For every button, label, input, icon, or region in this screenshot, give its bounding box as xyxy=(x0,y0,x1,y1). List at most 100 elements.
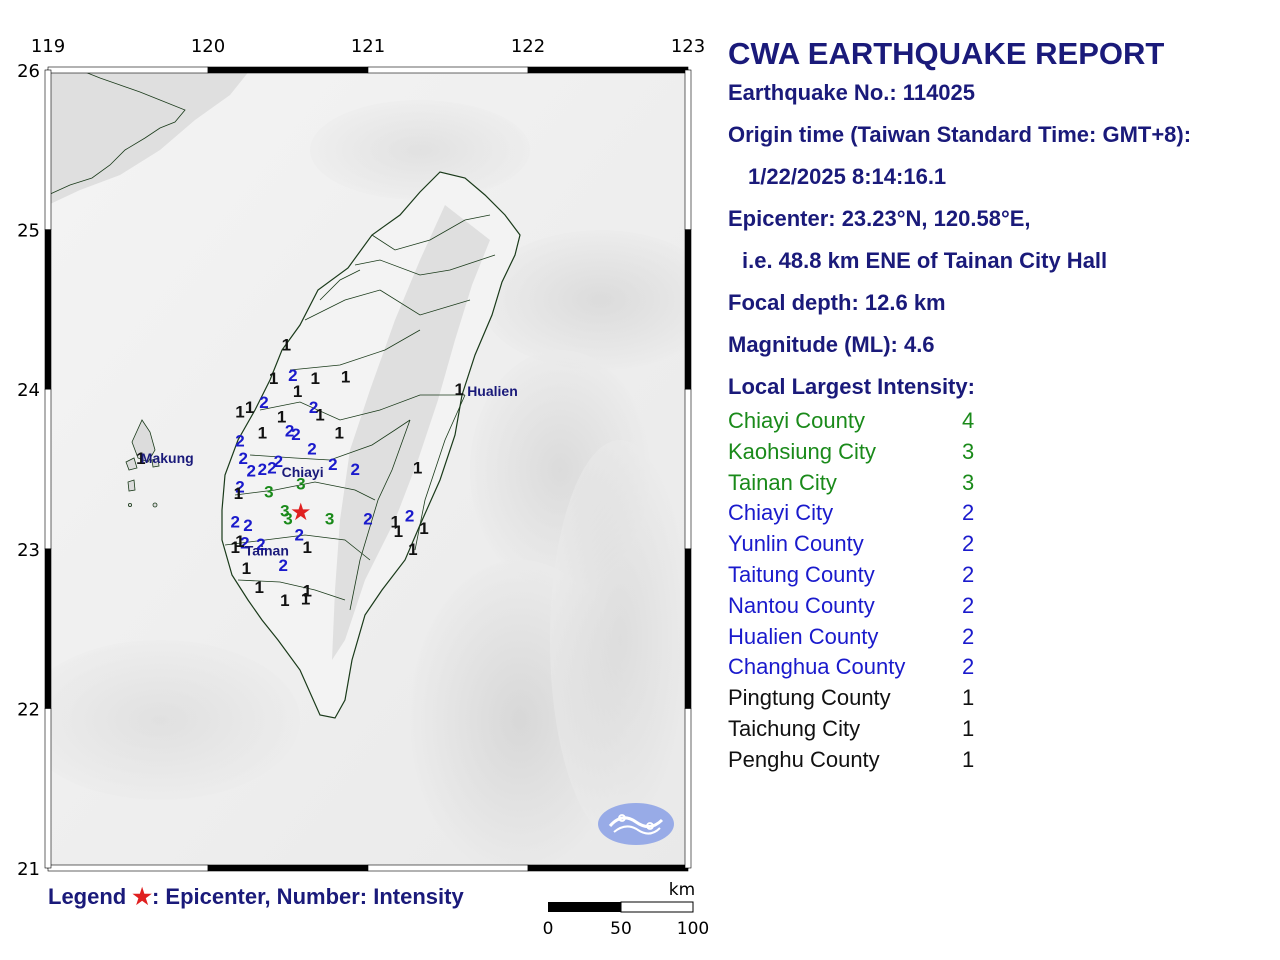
lon-label: 121 xyxy=(351,36,385,57)
station-intensity: 2 xyxy=(405,506,414,525)
intensity-row: Tainan City 3 xyxy=(728,468,1268,499)
intensity-row: Changhua County 2 xyxy=(728,652,1268,683)
intensity-value: 2 xyxy=(962,623,975,649)
origin-time-label: Origin time (Taiwan Standard Time: GMT+8… xyxy=(728,122,1192,147)
intensity-region: Yunlin County xyxy=(728,531,864,557)
station-intensity: 2 xyxy=(238,449,247,468)
station-intensity: 2 xyxy=(291,425,300,444)
intensity-value: 2 xyxy=(962,531,975,557)
frame-bar-right xyxy=(684,69,692,230)
intensity-value: 2 xyxy=(962,654,975,680)
intensity-row: Pingtung County 1 xyxy=(728,683,1268,714)
station-intensity: 1 xyxy=(280,591,289,610)
station-intensity: 1 xyxy=(419,519,428,538)
station-intensity: 2 xyxy=(235,431,244,450)
station-intensity: 1 xyxy=(235,532,244,551)
station-intensity: 2 xyxy=(274,452,283,471)
station-intensity: 2 xyxy=(240,533,249,552)
frame-bar-top xyxy=(47,66,209,74)
intensity-row: Taichung City 1 xyxy=(728,714,1268,745)
magnitude: Magnitude (ML): 4.6 xyxy=(728,332,935,357)
intensity-region: Tainan City xyxy=(728,469,837,495)
frame-bar-bottom xyxy=(47,864,209,872)
station-intensity: 1 xyxy=(269,369,278,388)
intensity-value: 1 xyxy=(962,715,975,741)
station-intensity: 2 xyxy=(258,460,267,479)
intensity-value: 2 xyxy=(962,500,975,526)
intensity-row: Nantou County 2 xyxy=(728,591,1268,622)
intensity-value: 1 xyxy=(962,746,975,772)
station-intensity: 2 xyxy=(243,516,252,535)
intensity-header: Local Largest Intensity: xyxy=(728,374,975,399)
intensity-value: 1 xyxy=(962,685,975,711)
station-intensity: 2 xyxy=(256,535,265,554)
lat-label: 22 xyxy=(17,699,40,720)
intensity-value: 3 xyxy=(962,438,975,464)
china-coastline xyxy=(47,69,186,196)
focal-depth: Focal depth: 12.6 km xyxy=(728,290,946,315)
central-range-relief xyxy=(332,205,490,660)
frame-bar-bottom xyxy=(207,864,369,872)
intensity-row: Kaohsiung City 3 xyxy=(728,437,1268,468)
station-intensity: 1 xyxy=(235,403,244,422)
report-title: CWA EARTHQUAKE REPORT xyxy=(728,36,1165,71)
earthquake-report: CWA EARTHQUAKE REPORT Earthquake No.: 11… xyxy=(728,36,1268,776)
intensity-list: Chiayi County 4 Kaohsiung City 3 Tainan City… xyxy=(728,406,1268,776)
legend-text: : Epicenter, Number: Intensity xyxy=(152,884,464,909)
station-intensity: 2 xyxy=(246,462,255,481)
scale-label-0: 0 xyxy=(543,919,554,939)
intensity-region: Pingtung County xyxy=(728,685,891,711)
station-intensity: 2 xyxy=(309,398,318,417)
station-intensity: 3 xyxy=(264,482,273,501)
station-intensity: 1 xyxy=(277,407,286,426)
lat-label: 24 xyxy=(17,380,40,401)
cwa-logo xyxy=(598,803,674,845)
lon-label: 123 xyxy=(671,36,705,57)
scale-bar: km 0 50 100 xyxy=(543,880,710,939)
station-intensity: 2 xyxy=(278,556,287,575)
station-intensity: 3 xyxy=(325,509,334,528)
intensity-region: Penghu County xyxy=(728,746,880,772)
scale-label-50: 50 xyxy=(610,919,632,939)
station-intensity: 1 xyxy=(234,484,243,503)
station-intensity: 1 xyxy=(315,406,324,425)
station-intensity: 2 xyxy=(259,393,268,412)
place-label: Makung xyxy=(141,450,194,466)
intensity-region: Chiayi City xyxy=(728,500,834,526)
intensity-region: Changhua County xyxy=(728,654,906,680)
lat-label: 21 xyxy=(17,859,40,880)
frame-bar-left xyxy=(44,548,52,709)
intensity-value: 4 xyxy=(962,408,975,433)
frame-bar-right xyxy=(684,229,692,390)
intensity-region: Kaohsiung City xyxy=(728,438,876,464)
lat-label: 26 xyxy=(17,61,40,82)
station-intensity: 1 xyxy=(394,522,403,541)
legend-star-icon: ★ xyxy=(132,884,152,909)
lat-label: 25 xyxy=(17,221,40,242)
frame-bar-left xyxy=(44,69,52,230)
scale-label-100: 100 xyxy=(677,919,709,939)
station-intensity: 2 xyxy=(288,366,297,385)
station-intensity: 1 xyxy=(408,540,417,559)
epicenter-reference: i.e. 48.8 km ENE of Tainan City Hall xyxy=(742,248,1108,273)
lon-label: 122 xyxy=(511,36,545,57)
intensity-row: Chiayi City 2 xyxy=(728,498,1268,529)
station-intensity: 3 xyxy=(296,474,305,493)
relief-background xyxy=(48,70,688,868)
station-intensity: 1 xyxy=(301,589,310,608)
station-intensity: 2 xyxy=(230,513,239,532)
frame-bar-top xyxy=(207,66,369,74)
station-intensity: 2 xyxy=(267,458,276,477)
epicenter-star: ★ xyxy=(290,498,312,526)
station-intensity: 3 xyxy=(283,509,292,528)
station-intensity: 1 xyxy=(310,369,319,388)
lon-label: 120 xyxy=(191,36,225,57)
station-intensity: 2 xyxy=(285,422,294,441)
origin-time-value: 1/22/2025 8:14:16.1 xyxy=(748,164,947,189)
station-intensity: 2 xyxy=(363,509,372,528)
frame-bar-bottom xyxy=(527,864,689,872)
legend: Legend ★: Epicenter, Number: Intensity xyxy=(48,884,464,909)
intensity-row: Chiayi County 4 xyxy=(728,406,1268,437)
lat-label: 23 xyxy=(17,540,40,561)
